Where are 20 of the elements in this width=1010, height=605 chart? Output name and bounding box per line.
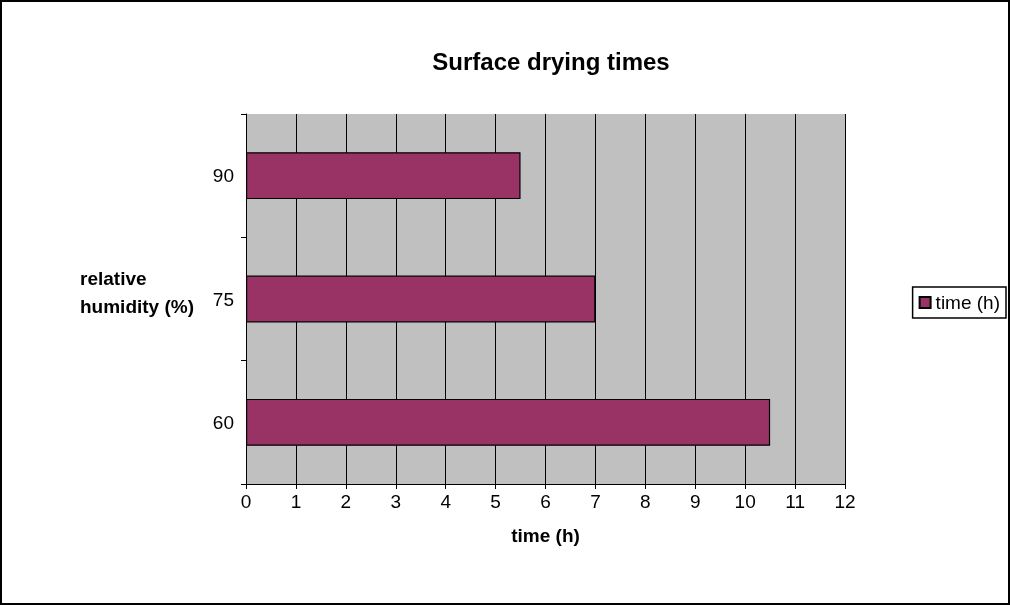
x-tick-label: 10 <box>734 491 756 512</box>
x-tick-label: 0 <box>240 491 252 512</box>
y-tick-label: 75 <box>212 288 234 310</box>
x-tick-label: 8 <box>640 491 651 512</box>
legend-label: time (h) <box>935 292 1001 313</box>
x-tick-label: 1 <box>290 491 302 512</box>
x-tick-label: 6 <box>540 491 551 512</box>
x-tick-label: 11 <box>785 491 805 512</box>
x-tick-label: 3 <box>390 491 402 512</box>
y-tick-label: 90 <box>212 165 234 187</box>
x-tick-label: 5 <box>490 491 501 512</box>
y-axis-title: relative humidity (%) <box>80 267 194 317</box>
y-tick-label: 60 <box>212 411 234 433</box>
x-tick-label: 12 <box>834 491 856 512</box>
x-axis-title: time (h) <box>511 525 580 546</box>
chart-title: Surface drying times <box>432 47 670 75</box>
x-tick-label: 9 <box>689 491 701 512</box>
x-tick-label: 7 <box>590 491 601 512</box>
x-tick-label: 4 <box>440 491 452 512</box>
x-tick-label: 2 <box>340 491 352 512</box>
